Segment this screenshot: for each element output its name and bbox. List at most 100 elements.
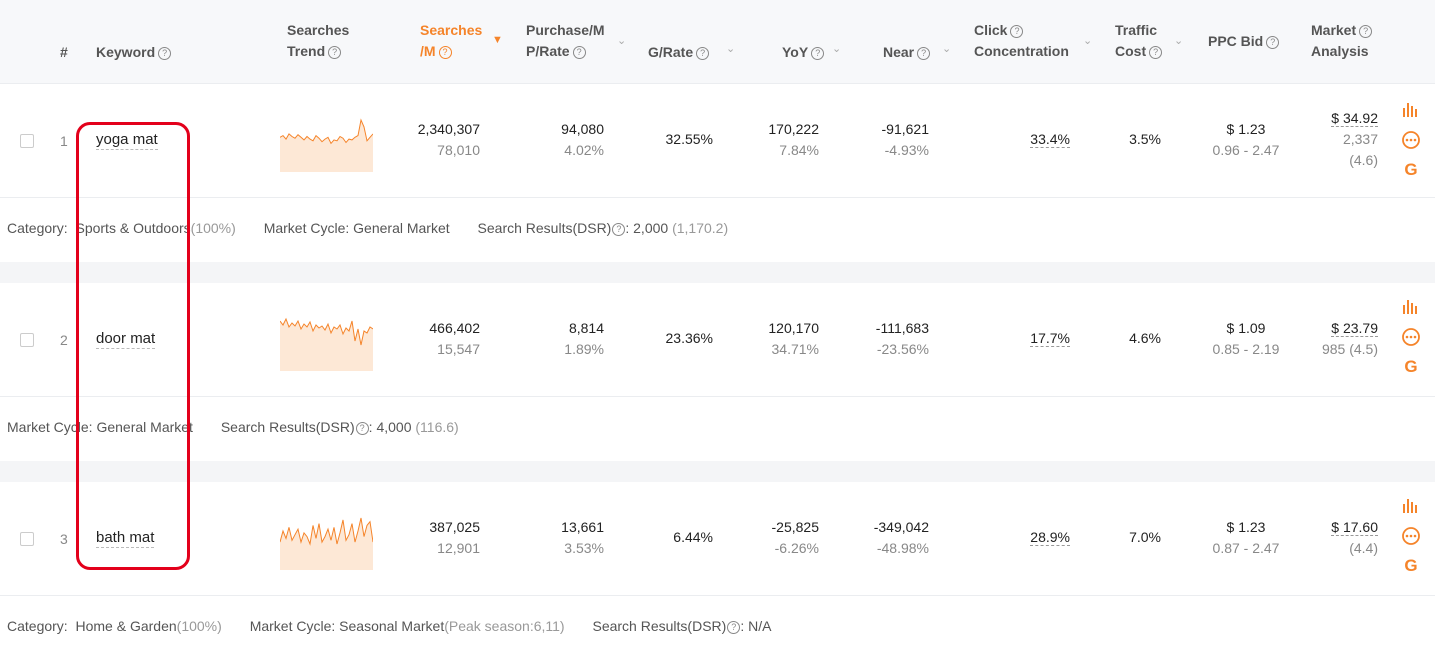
row-meta-text: Category: Sports & Outdoors(100%) Market… [7,220,752,236]
table-header: # Keyword? Searches Trend? Searches/M? ▼ … [0,0,1435,84]
row-meta: Category: Home & Garden(100%) Market Cyc… [0,596,1435,660]
market-analysis-cell[interactable]: $ 17.60 (4.4) [1331,519,1378,556]
row-meta-text: Market Cycle: General Market Search Resu… [7,419,483,435]
col-searches-trend-header[interactable]: Searches Trend? [287,22,350,59]
row-checkbox[interactable] [20,333,34,347]
row-actions: G [1401,100,1421,190]
searches-cell: 387,025 12,901 [429,519,480,556]
sparkline-area [280,319,373,371]
near-cell: -349,042 -48.98% [873,519,929,556]
click-concentration-cell[interactable]: 28.9% [1030,529,1070,546]
grate-cell: 23.36% [665,330,713,346]
help-icon[interactable]: ? [1359,25,1373,38]
bar-chart-icon[interactable] [1401,297,1421,317]
sparkline-area [280,120,373,172]
help-icon[interactable]: ? [727,621,741,634]
click-concentration-cell[interactable]: 17.7% [1030,330,1070,347]
google-icon[interactable]: G [1404,556,1418,575]
row-meta: Category: Sports & Outdoors(100%) Market… [0,198,1435,262]
help-icon[interactable]: ? [1266,36,1280,49]
help-icon[interactable]: ? [438,46,452,59]
more-icon[interactable] [1401,327,1421,347]
searches-trend-sparkline[interactable] [280,514,373,570]
table-row: 3 bath mat 387,025 12,901 13,661 3.53% 6.4… [0,482,1435,596]
keyword-link[interactable]: door mat [96,330,156,349]
col-purchase-header[interactable]: Purchase/M P/Rate? [526,22,605,59]
searches-trend-sparkline[interactable] [280,116,373,172]
col-traffic-header[interactable]: Traffic Cost? [1115,20,1163,62]
ppc-bid-cell: $ 1.23 0.96 - 2.47 [1212,121,1280,158]
keyword-link[interactable]: yoga mat [96,131,158,150]
dsr-info: Search Results(DSR)?: 2,000 (1,170.2) [477,220,729,236]
yoy-cell: 120,170 34.71% [768,320,819,357]
col-grate-header[interactable]: G/Rate? [648,42,710,63]
near-cell: -91,621 -4.93% [881,121,929,158]
sort-desc-icon[interactable]: ▼ [492,34,503,46]
market-analysis-cell[interactable]: $ 23.79 985 (4.5) [1321,320,1378,357]
dsr-info: Search Results(DSR)?: N/A [592,618,772,634]
help-icon[interactable]: ? [1010,25,1024,38]
row-divider [0,461,1435,482]
market-analysis-cell[interactable]: $ 34.92 2,337 (4.6) [1331,110,1378,168]
yoy-cell: 170,222 7.84% [768,121,819,158]
table-row: 2 door mat 466,402 15,547 8,814 1.89% 23.3… [0,283,1435,397]
ppc-bid-cell: $ 1.23 0.87 - 2.47 [1212,519,1280,556]
grate-cell: 6.44% [673,529,713,545]
col-yoy-header[interactable]: YoY? [782,42,825,63]
col-keyword-header[interactable]: Keyword? [96,42,172,63]
help-icon[interactable]: ? [811,47,825,60]
market-cycle-info: Market Cycle: Seasonal Market(Peak seaso… [249,618,565,634]
row-actions: G [1401,496,1421,586]
col-market-header[interactable]: Market? Analysis [1311,20,1373,62]
searches-cell: 2,340,307 78,010 [417,121,480,158]
row-meta: Market Cycle: General Market Search Resu… [0,397,1435,461]
row-number: 3 [60,531,68,547]
yoy-cell: -25,825 -6.26% [771,519,819,556]
category-info: Category: Home & Garden(100%) [7,618,222,634]
help-icon[interactable]: ? [917,47,931,60]
col-searches-m-header[interactable]: Searches/M? [420,22,483,59]
chevron-down-icon[interactable]: ⌄ [1174,35,1184,47]
dsr-info: Search Results(DSR)?: 4,000 (116.6) [220,419,459,435]
col-near-header[interactable]: Near? [883,42,931,63]
chevron-down-icon[interactable]: ⌄ [726,43,736,55]
sparkline-area [280,518,373,570]
chevron-down-icon[interactable]: ⌄ [942,43,952,55]
row-number: 2 [60,332,68,348]
row-checkbox[interactable] [20,532,34,546]
bar-chart-icon[interactable] [1401,100,1421,120]
help-icon[interactable]: ? [158,47,172,60]
bar-chart-icon[interactable] [1401,496,1421,516]
traffic-cost-cell: 3.5% [1129,131,1161,147]
chevron-down-icon[interactable]: ⌄ [832,43,842,55]
col-click-header[interactable]: Click? Concentration [974,22,1069,59]
google-icon[interactable]: G [1404,160,1418,179]
grate-cell: 32.55% [665,131,713,147]
help-icon[interactable]: ? [612,223,626,236]
searches-trend-sparkline[interactable] [280,315,373,371]
traffic-cost-cell: 4.6% [1129,330,1161,346]
col-ppc-header[interactable]: PPC Bid? [1208,31,1280,52]
help-icon[interactable]: ? [696,47,710,60]
keyword-link[interactable]: bath mat [96,529,155,548]
purchase-cell: 94,080 4.02% [561,121,604,158]
google-icon[interactable]: G [1404,357,1418,376]
click-concentration-cell[interactable]: 33.4% [1030,131,1070,148]
purchase-cell: 13,661 3.53% [561,519,604,556]
category-info: Category: Sports & Outdoors(100%) [7,220,236,236]
row-checkbox[interactable] [20,134,34,148]
more-icon[interactable] [1401,130,1421,150]
chevron-down-icon[interactable]: ⌄ [1083,35,1093,47]
row-actions: G [1401,297,1421,387]
traffic-cost-cell: 7.0% [1129,529,1161,545]
help-icon[interactable]: ? [355,422,369,435]
table-row: 1 yoga mat 2,340,307 78,010 94,080 4.02% 3… [0,84,1435,198]
more-icon[interactable] [1401,526,1421,546]
row-meta-text: Category: Home & Garden(100%) Market Cyc… [7,618,795,634]
help-icon[interactable]: ? [328,46,342,59]
chevron-down-icon[interactable]: ⌄ [617,35,627,47]
help-icon[interactable]: ? [572,46,586,59]
col-num-header: # [60,44,68,60]
help-icon[interactable]: ? [1149,46,1163,59]
sparkline-line [280,118,373,145]
